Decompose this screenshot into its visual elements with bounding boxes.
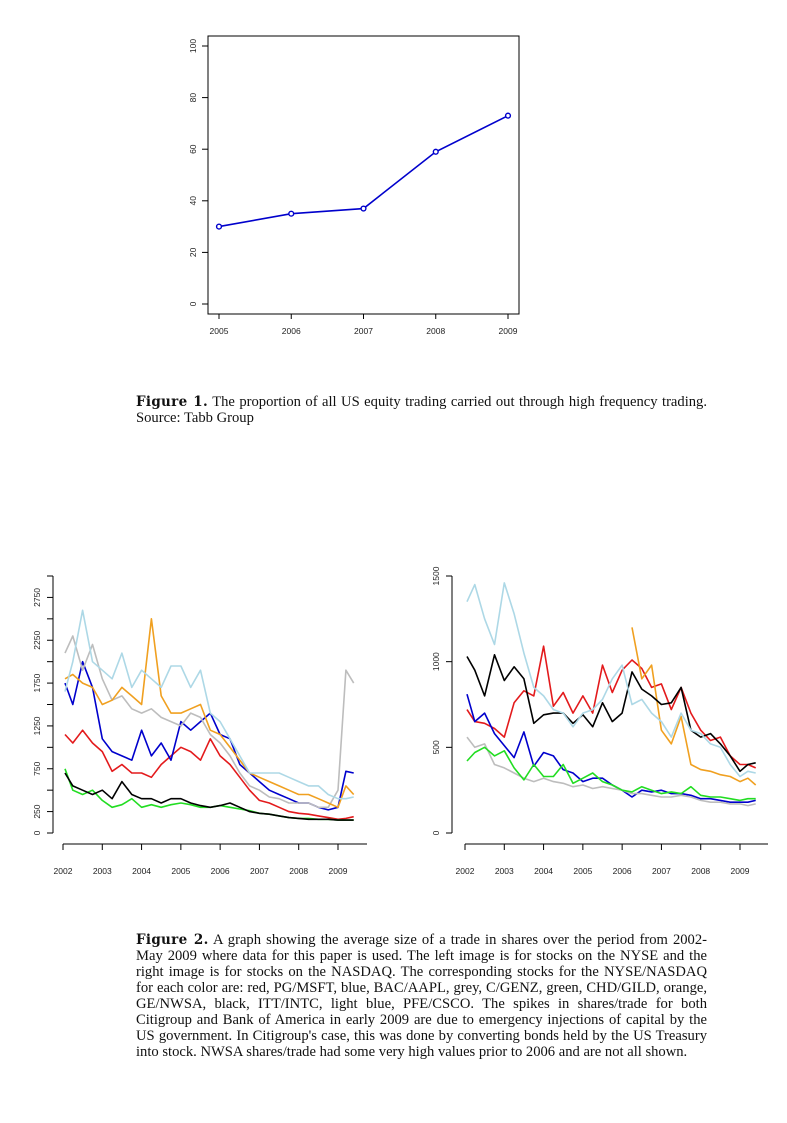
data-point <box>215 223 223 230</box>
series-group <box>466 582 757 807</box>
y-tick-label: 100 <box>188 39 198 53</box>
series-line-aapl <box>466 693 756 804</box>
x-tick-label: 2007 <box>250 866 269 876</box>
data-point <box>288 210 295 217</box>
x-tick-label: 2007 <box>652 866 671 876</box>
x-tick-label: 2006 <box>282 326 301 336</box>
figure-2-caption: Figure 2. A graph showing the average si… <box>136 932 707 1060</box>
figure-2-left-chart-nyse: 0 250 750 1250 1750 2250 2750 2002 2003 2004 2005 2… <box>32 575 367 876</box>
series-line-ge <box>64 617 355 809</box>
x-tick-label: 2009 <box>731 866 750 876</box>
y-tick-label: 0 <box>431 830 441 835</box>
y-tick-label: 1000 <box>431 652 441 671</box>
y-tick-label: 0 <box>188 301 198 306</box>
series-line-gild <box>466 746 756 802</box>
series-group <box>64 609 355 821</box>
figure-1-chart: 0 20 40 60 80 100 2005 2006 2007 2008 2009 <box>188 35 520 336</box>
x-tick-label: 2004 <box>132 866 151 876</box>
x-tick-label: 2005 <box>171 866 190 876</box>
series-line-intc <box>466 653 756 773</box>
y-tick-label: 2750 <box>32 588 42 607</box>
y-tick-label: 2250 <box>32 631 42 650</box>
y-tick-label: 500 <box>431 740 441 754</box>
y-tick-label: 0 <box>32 830 42 835</box>
y-tick-label: 1250 <box>32 716 42 735</box>
series-line-genz <box>466 736 756 807</box>
y-tick-label: 80 <box>188 93 198 103</box>
x-tick-label: 2008 <box>426 326 445 336</box>
x-tick-label: 2002 <box>54 866 73 876</box>
data-point <box>432 148 439 155</box>
x-tick-label: 2003 <box>495 866 514 876</box>
figure-1-caption-text: The proportion of all US equity trading … <box>136 394 707 426</box>
x-tick-label: 2002 <box>456 866 475 876</box>
y-tick-label: 750 <box>32 761 42 775</box>
figure-2-caption-text: A graph showing the average size of a tr… <box>136 932 708 1060</box>
x-tick-label: 2008 <box>289 866 308 876</box>
x-tick-label: 2005 <box>210 326 229 336</box>
x-tick-label: 2006 <box>211 866 230 876</box>
figure-2-right-chart-nasdaq: 0 500 1000 1500 2002 2003 2004 2005 2006 2007 2008… <box>431 566 768 876</box>
y-tick-label: 250 <box>32 804 42 818</box>
x-tick-label: 2005 <box>573 866 592 876</box>
series-line-pfe <box>64 609 354 800</box>
series-line-nwsa <box>631 627 757 786</box>
y-tick-label: 40 <box>188 196 198 206</box>
data-point <box>504 112 512 119</box>
figure-1-label: Figure 1. <box>136 394 208 410</box>
figure-2-label: Figure 2. <box>136 932 209 948</box>
series-line-csco <box>466 582 756 778</box>
x-tick-label: 2007 <box>354 326 373 336</box>
series-line-msft <box>466 645 757 769</box>
x-tick-label: 2008 <box>691 866 710 876</box>
x-tick-label: 2003 <box>93 866 112 876</box>
figure-1-caption: Figure 1. The proportion of all US equit… <box>136 394 707 426</box>
y-tick-label: 1500 <box>431 566 441 585</box>
x-tick-label: 2006 <box>613 866 632 876</box>
data-point <box>360 205 367 212</box>
y-tick-label: 1750 <box>32 673 42 692</box>
series-line-itt <box>64 772 354 821</box>
series-line-pg <box>64 729 354 821</box>
y-tick-label: 20 <box>188 247 198 257</box>
x-tick-label: 2004 <box>534 866 553 876</box>
x-tick-label: 2009 <box>329 866 348 876</box>
y-tick-label: 60 <box>188 144 198 154</box>
x-tick-label: 2009 <box>499 326 518 336</box>
